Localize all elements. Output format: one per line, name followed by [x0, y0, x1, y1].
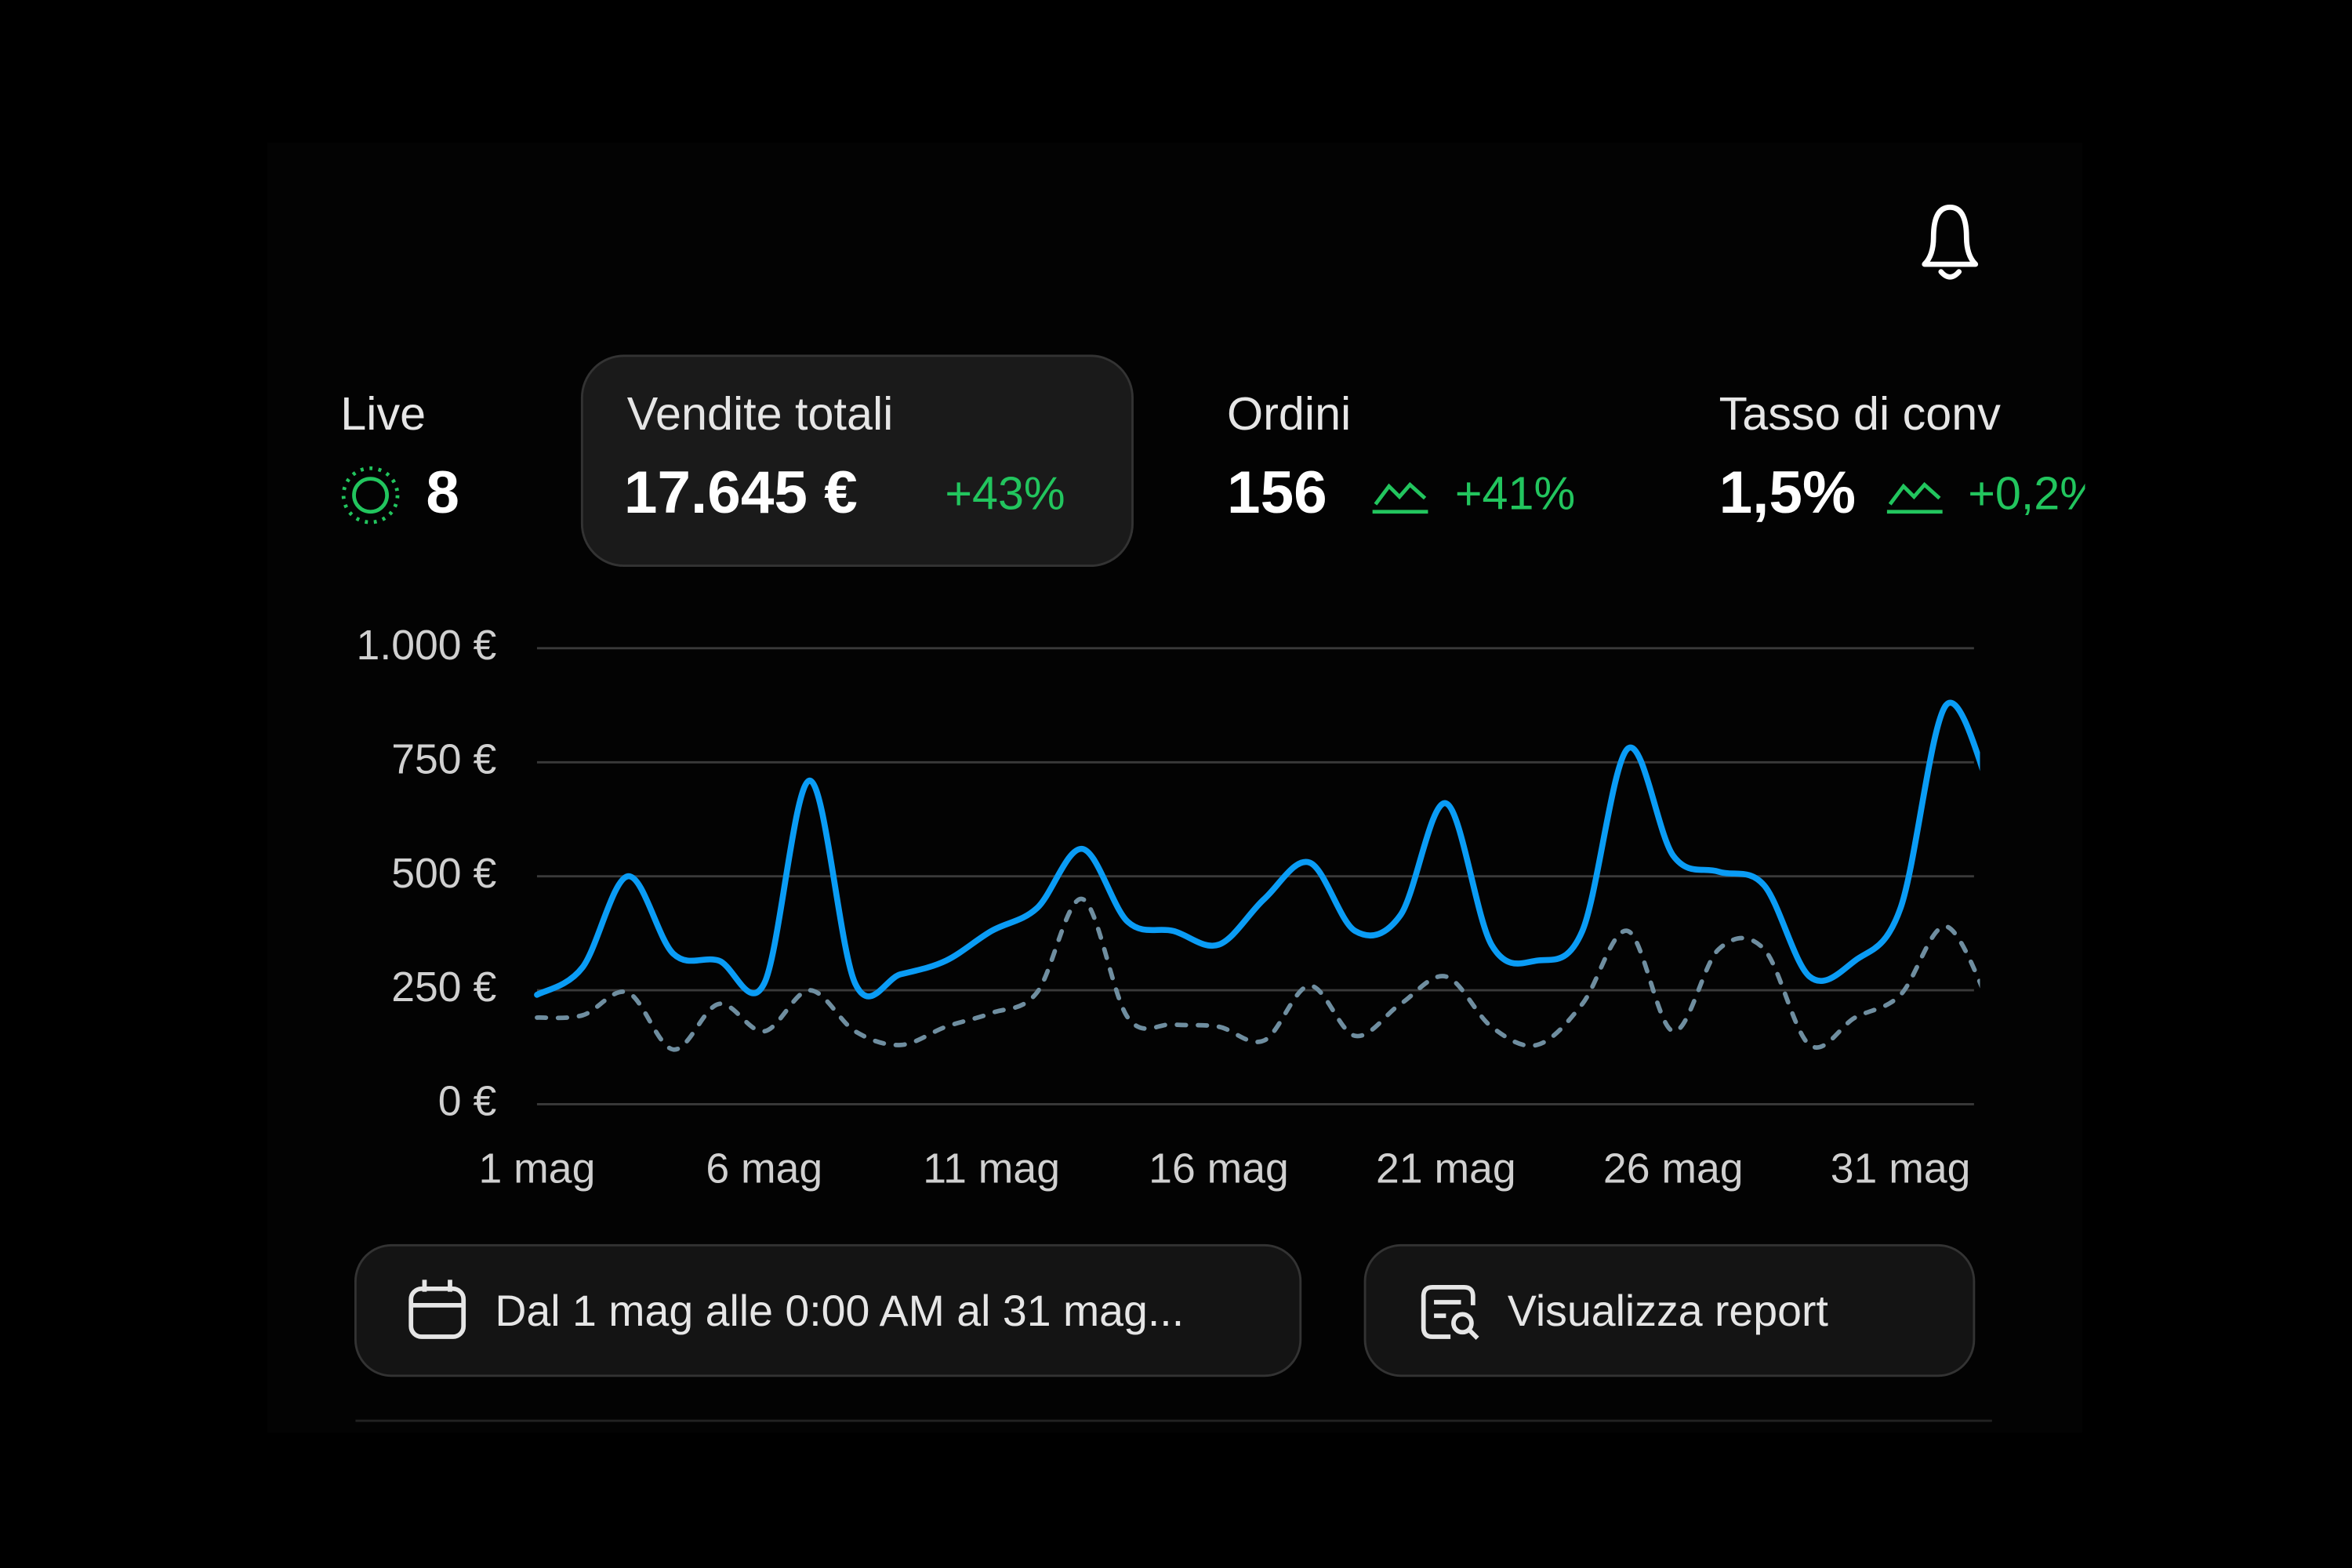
button-label: Visualizza report	[1508, 1287, 1828, 1335]
y-tick-label: 0 €	[438, 1079, 497, 1125]
x-tick-label: 1 mag	[479, 1146, 596, 1192]
button-label: Dal 1 mag alle 0:00 AM al 31 mag...	[495, 1287, 1184, 1335]
calendar-icon	[408, 1279, 466, 1339]
comparison-line	[535, 896, 1980, 1052]
metric-change: +41%	[1455, 466, 1575, 519]
report-icon	[1421, 1285, 1479, 1340]
metric-value: 8	[426, 459, 459, 526]
metric-label: Vendite totali	[627, 387, 894, 440]
y-tick-label: 500 €	[391, 851, 496, 897]
report-button[interactable]	[1363, 1243, 1976, 1377]
trend-icon	[1886, 481, 1943, 514]
panel	[267, 143, 2082, 1433]
y-tick-label: 750 €	[391, 736, 496, 782]
chart: 0 € 250 € 500 € 750 € 1.000 € 1 mag 6 mag 11 ma…	[357, 622, 1980, 1192]
metric-change: +0,2%	[1968, 466, 2101, 519]
x-tick-label: 26 mag	[1603, 1146, 1744, 1192]
live-icon	[341, 466, 400, 524]
date-range-button[interactable]	[354, 1243, 1302, 1377]
metric-value: 156	[1227, 459, 1327, 526]
metric-label: Ordini	[1227, 387, 1351, 440]
x-tick-label: 11 mag	[923, 1146, 1060, 1192]
x-tick-label: 31 mag	[1831, 1146, 1971, 1192]
x-tick-label: 21 mag	[1376, 1146, 1516, 1192]
y-tick-label: 250 €	[391, 964, 496, 1011]
y-tick-label: 1.000 €	[357, 622, 497, 669]
metric-label: Tasso di conv	[1719, 387, 2002, 440]
sales-line	[534, 699, 1980, 1000]
x-tick-label: 16 mag	[1149, 1146, 1289, 1192]
metric-value: 17.645 €	[624, 459, 858, 526]
bell-icon[interactable]	[1922, 205, 1979, 280]
selected-card[interactable]	[580, 354, 1134, 568]
metric-change: +43%	[945, 466, 1065, 519]
x-tick-label: 6 mag	[706, 1146, 822, 1192]
trend-icon	[1372, 481, 1428, 514]
metric-label: Live	[340, 387, 426, 440]
metric-value: 1,5%	[1719, 459, 1856, 526]
